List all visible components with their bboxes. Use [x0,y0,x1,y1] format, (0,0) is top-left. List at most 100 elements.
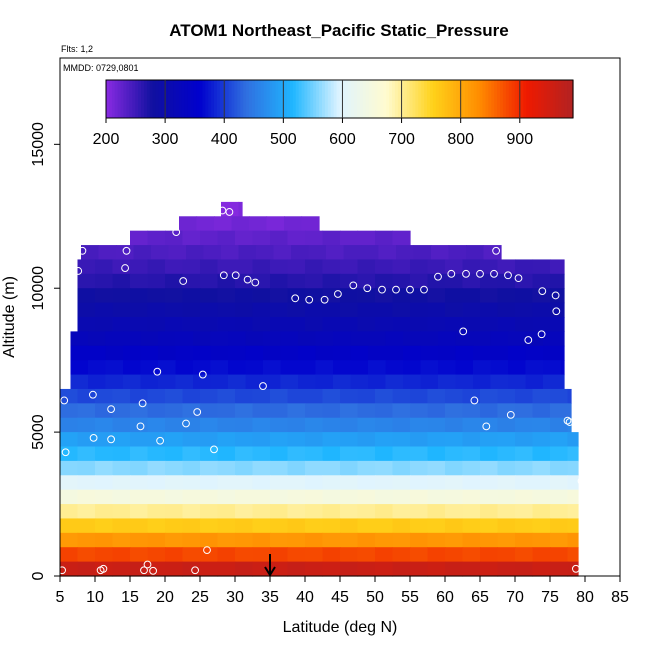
heatmap-cell [462,547,481,563]
heatmap-cell [77,317,96,332]
heatmap-cell [340,302,359,318]
heatmap-cell [105,331,124,347]
heatmap-cell [445,532,464,548]
heatmap-cell [305,504,324,520]
heatmap-cell [88,331,107,347]
heatmap-cell [235,388,254,404]
data-point [363,284,372,293]
heatmap-cell [427,273,446,289]
heatmap-cell [473,360,492,376]
heatmap-cell [480,547,499,563]
heatmap-cell [462,475,481,491]
colorbar-segment [362,80,367,118]
heatmap-cell [60,518,79,534]
x-axis-label: Latitude (deg N) [283,619,398,636]
colorbar-segment [543,80,548,118]
heatmap-cell [77,288,96,304]
heatmap-cell [235,504,254,520]
heatmap-cell [378,245,397,261]
colorbar-segment [377,80,381,118]
heatmap-cell [147,388,166,404]
data-point [156,436,165,445]
heatmap-cell [112,475,131,491]
heatmap-cell [410,432,429,448]
heatmap-cell [497,547,516,563]
heatmap-cell [357,561,376,577]
heatmap-cell [165,504,184,520]
y-tick-label: 15000 [30,122,47,167]
heatmap-cell [95,547,114,563]
heatmap-cell [175,345,194,361]
heatmap-cell [200,432,219,448]
colorbar-segment [114,80,119,118]
data-point [492,246,501,255]
y-tick-label: 10000 [30,266,47,311]
heatmap-cell [165,288,184,304]
heatmap-cell [340,403,359,419]
heatmap-cell [532,489,551,505]
heatmap-cell [112,403,131,419]
heatmap-cell [427,446,446,462]
colorbar-segment [266,80,271,118]
heatmap-cell [445,489,464,505]
heatmap-cell [375,288,394,304]
heatmap-cell [200,504,219,520]
heatmap-cell [77,532,96,548]
heatmap-cell [235,403,254,419]
heatmap-cell [357,460,376,476]
heatmap-cell [480,302,499,318]
heatmap-cell [445,273,464,289]
heatmap-cell [375,417,394,433]
heatmap-cell [252,230,271,246]
heatmap-cell [410,561,429,577]
heatmap-cell [403,360,422,376]
data-point [107,405,115,413]
colorbar-segment [476,80,481,118]
heatmap-cell [532,460,551,476]
heatmap-cell [270,460,289,476]
heatmap-cell [284,216,303,232]
heatmap-cell [466,245,485,261]
heatmap-cell [427,432,446,448]
colorbar-segment [126,80,130,118]
heatmap-cell [60,547,79,563]
colorbar-segment [555,80,560,118]
colorbar-segment [412,80,416,118]
heatmap-cell [375,475,394,491]
heatmap-cell [462,317,481,332]
heatmap-cell [497,518,516,534]
heatmap-cell [123,331,142,347]
heatmap-cell [340,446,359,462]
heatmap-cell [60,417,79,433]
heatmap-cell [151,245,170,261]
heatmap-cell [130,288,149,304]
heatmap-cell [182,504,201,520]
colorbar-segment [243,80,247,118]
heatmap-cell [375,446,394,462]
heatmap-cell [515,403,534,419]
heatmap-cell [357,475,376,491]
heatmap-cell [252,446,271,462]
heatmap-cell [410,475,429,491]
colorbar-segment [123,80,128,118]
heatmap-cell [445,504,464,520]
heatmap-cell [410,317,429,332]
heatmap-cell [497,388,516,404]
heatmap-cell [270,475,289,491]
heatmap-cell [410,388,429,404]
colorbar-segment [155,80,160,118]
heatmap-cell [438,331,457,347]
data-point [89,390,97,399]
data-point [305,295,314,304]
heatmap-cell [235,547,254,563]
heatmap-cell [410,273,429,289]
heatmap-cell [193,345,212,361]
heatmap-cell [60,532,79,548]
heatmap-cell [357,532,376,548]
x-tick-label: 15 [121,589,139,606]
heatmap-cell [392,317,411,332]
colorbar-segment [415,80,419,118]
heatmap-cell [375,403,394,419]
colorbar-segment [289,80,294,118]
data-point [107,435,115,444]
